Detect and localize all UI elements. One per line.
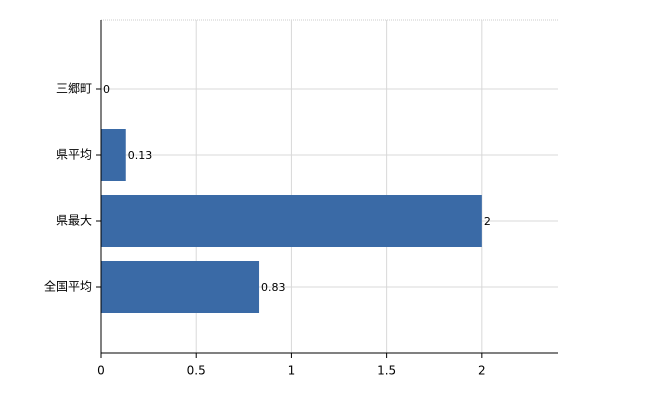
x-tick-label: 0 <box>97 364 105 378</box>
y-tick-label: 全国平均 <box>44 279 92 294</box>
x-tick-label: 1.5 <box>377 364 396 378</box>
bar <box>101 261 260 313</box>
bar <box>101 129 126 181</box>
value-label: 0.83 <box>261 281 286 294</box>
y-tick-label: 三郷町 <box>56 82 92 96</box>
value-label: 0 <box>103 83 110 96</box>
y-tick-label: 県最大 <box>56 214 92 228</box>
x-tick-label: 0.5 <box>187 364 206 378</box>
bar <box>101 195 482 247</box>
x-tick-label: 2 <box>478 364 486 378</box>
value-label: 2 <box>484 215 491 228</box>
x-tick-label: 1 <box>288 364 296 378</box>
y-tick-label: 県平均 <box>56 148 92 162</box>
value-label: 0.13 <box>128 149 153 162</box>
